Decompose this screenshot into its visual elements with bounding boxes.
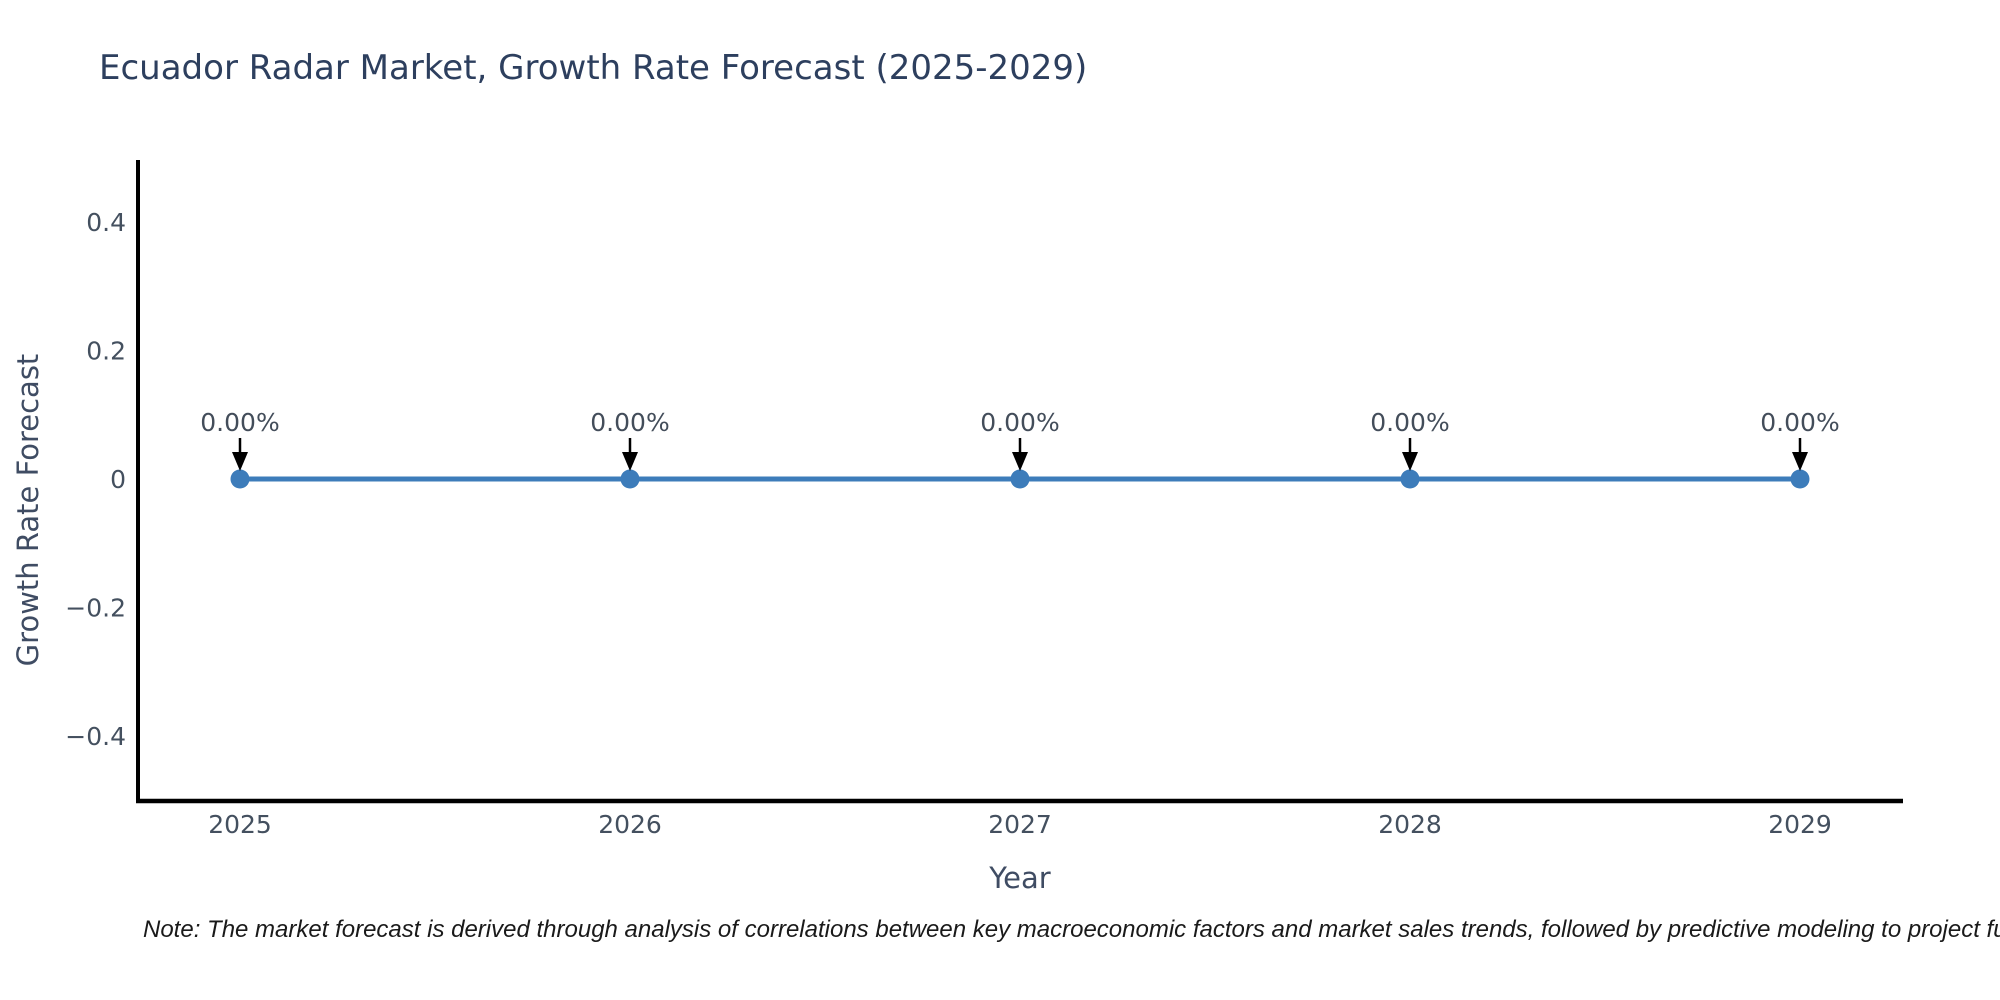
data-point-label: 0.00% — [1760, 408, 1839, 437]
x-tick-label: 2029 — [1768, 810, 1832, 839]
x-axis-title: Year — [989, 861, 1051, 895]
data-point-marker[interactable] — [620, 469, 640, 489]
chart-footnote: Note: The market forecast is derived thr… — [143, 916, 2000, 943]
data-point-label: 0.00% — [980, 408, 1059, 437]
data-point-label: 0.00% — [200, 408, 279, 437]
annotation-arrowhead-icon — [1012, 452, 1028, 471]
data-point-marker[interactable] — [1010, 469, 1030, 489]
data-point-label: 0.00% — [1370, 408, 1449, 437]
x-tick-label: 2025 — [208, 810, 272, 839]
annotation-arrowhead-icon — [232, 452, 248, 471]
x-tick-label: 2026 — [598, 810, 662, 839]
annotation-arrowhead-icon — [622, 452, 638, 471]
chart-title: Ecuador Radar Market, Growth Rate Foreca… — [99, 48, 1088, 88]
annotation-arrowhead-icon — [1402, 452, 1418, 471]
data-point-marker[interactable] — [230, 469, 250, 489]
x-tick-label: 2028 — [1378, 810, 1442, 839]
y-tick-label: 0.4 — [86, 208, 126, 237]
y-tick-label: 0 — [110, 465, 126, 494]
data-point-marker[interactable] — [1790, 469, 1810, 489]
data-point-marker[interactable] — [1400, 469, 1420, 489]
y-tick-label: −0.2 — [65, 594, 126, 623]
annotation-arrowhead-icon — [1792, 452, 1808, 471]
y-tick-label: −0.4 — [65, 722, 126, 751]
x-tick-label: 2027 — [988, 810, 1052, 839]
y-tick-label: 0.2 — [86, 337, 126, 366]
data-point-label: 0.00% — [590, 408, 669, 437]
